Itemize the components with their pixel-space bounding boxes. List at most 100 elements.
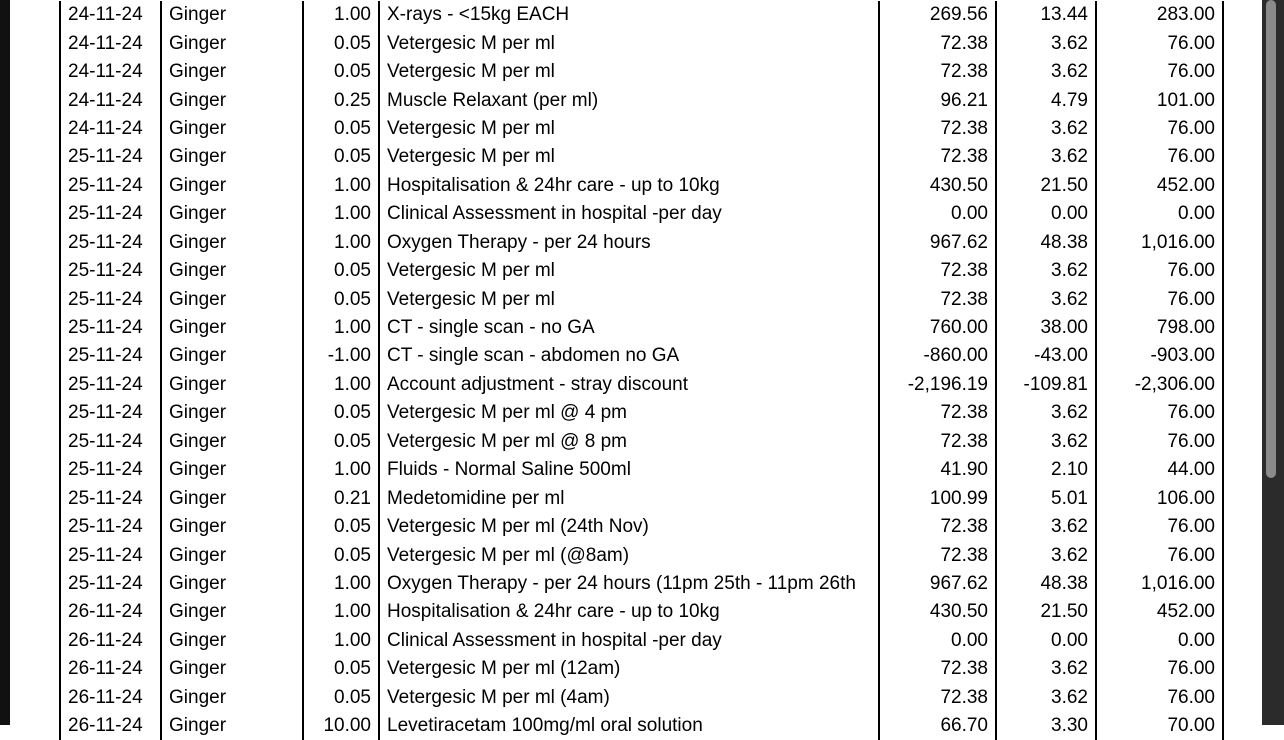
- tax-cell: 3.30: [995, 711, 1097, 740]
- description-cell: Vetergesic M per ml: [378, 143, 880, 172]
- date-cell: 24-11-24: [59, 86, 162, 115]
- description-cell: Vetergesic M per ml (@8am): [378, 541, 880, 570]
- date-cell: 26-11-24: [59, 683, 162, 712]
- patient-cell: Ginger: [160, 86, 304, 115]
- quantity-cell: 1.00: [302, 370, 380, 400]
- amount-cell: -860.00: [878, 342, 997, 371]
- total-cell: 1,016.00: [1095, 569, 1224, 599]
- tax-cell: 3.62: [995, 114, 1097, 144]
- description-cell: Medetomidine per ml: [378, 484, 880, 513]
- table-row: 25-11-24 Ginger 1.00 Fluids - Normal Saline…: [59, 456, 1224, 485]
- date-cell: 25-11-24: [59, 484, 162, 513]
- table-row: 25-11-24 Ginger 1.00 Oxygen Therapy - per 2…: [59, 569, 1224, 599]
- date-cell: 24-11-24: [59, 57, 162, 87]
- description-cell: Vetergesic M per ml: [378, 29, 880, 58]
- table-row: 26-11-24 Ginger 1.00 Hospitalisation & 24hr…: [59, 598, 1224, 627]
- tax-cell: 0.00: [995, 626, 1097, 656]
- patient-cell: Ginger: [160, 370, 304, 400]
- table-row: 25-11-24 Ginger 0.05 Vetergesic M per ml @ …: [59, 427, 1224, 456]
- invoice-sheet: 24-11-24 Ginger 1.00 X-rays - <15kg EACH 269…: [59, 1, 1224, 740]
- patient-cell: Ginger: [160, 29, 304, 58]
- scrollbar-thumb[interactable]: [1266, 0, 1276, 478]
- patient-cell: Ginger: [160, 285, 304, 314]
- tax-cell: 3.62: [995, 29, 1097, 58]
- quantity-cell: 0.05: [302, 57, 380, 87]
- date-cell: 24-11-24: [59, 1, 162, 30]
- table-row: 25-11-24 Ginger 1.00 Hospitalisation & 24hr…: [59, 171, 1224, 201]
- table-row: 24-11-24 Ginger 0.05 Vetergesic M per ml 72.…: [59, 114, 1224, 144]
- patient-cell: Ginger: [160, 427, 304, 456]
- quantity-cell: 1.00: [302, 171, 380, 201]
- tax-cell: 5.01: [995, 484, 1097, 513]
- table-row: 24-11-24 Ginger 0.05 Vetergesic M per ml 72.…: [59, 29, 1224, 58]
- description-cell: CT - single scan - abdomen no GA: [378, 342, 880, 371]
- date-cell: 25-11-24: [59, 456, 162, 485]
- amount-cell: 967.62: [878, 228, 997, 257]
- date-cell: 26-11-24: [59, 711, 162, 740]
- quantity-cell: 1.00: [302, 598, 380, 627]
- date-cell: 24-11-24: [59, 29, 162, 58]
- description-cell: Vetergesic M per ml (24th Nov): [378, 512, 880, 542]
- date-cell: 25-11-24: [59, 512, 162, 542]
- quantity-cell: 1.00: [302, 569, 380, 599]
- date-cell: 26-11-24: [59, 598, 162, 627]
- patient-cell: Ginger: [160, 569, 304, 599]
- tax-cell: 3.62: [995, 541, 1097, 570]
- total-cell: 44.00: [1095, 456, 1224, 485]
- quantity-cell: 0.05: [302, 143, 380, 172]
- amount-cell: 430.50: [878, 171, 997, 201]
- patient-cell: Ginger: [160, 1, 304, 30]
- patient-cell: Ginger: [160, 711, 304, 740]
- patient-cell: Ginger: [160, 512, 304, 542]
- table-row: 26-11-24 Ginger 0.05 Vetergesic M per ml (1…: [59, 655, 1224, 684]
- amount-cell: 72.38: [878, 114, 997, 144]
- description-cell: Oxygen Therapy - per 24 hours (11pm 25th…: [378, 569, 880, 599]
- quantity-cell: 0.05: [302, 541, 380, 570]
- description-cell: Vetergesic M per ml (4am): [378, 683, 880, 712]
- quantity-cell: 0.05: [302, 683, 380, 712]
- amount-cell: 41.90: [878, 456, 997, 485]
- total-cell: 0.00: [1095, 200, 1224, 229]
- table-row: 24-11-24 Ginger 0.05 Vetergesic M per ml 72.…: [59, 57, 1224, 87]
- tax-cell: 3.62: [995, 399, 1097, 428]
- date-cell: 25-11-24: [59, 143, 162, 172]
- quantity-cell: -1.00: [302, 342, 380, 371]
- tax-cell: 48.38: [995, 569, 1097, 599]
- patient-cell: Ginger: [160, 456, 304, 485]
- amount-cell: 66.70: [878, 711, 997, 740]
- amount-cell: 96.21: [878, 86, 997, 115]
- table-row: 25-11-24 Ginger 1.00 CT - single scan - no …: [59, 313, 1224, 343]
- tax-cell: 21.50: [995, 171, 1097, 201]
- description-cell: Account adjustment - stray discount: [378, 370, 880, 400]
- quantity-cell: 0.05: [302, 655, 380, 684]
- total-cell: 101.00: [1095, 86, 1224, 115]
- total-cell: 0.00: [1095, 626, 1224, 656]
- date-cell: 25-11-24: [59, 541, 162, 570]
- total-cell: 106.00: [1095, 484, 1224, 513]
- quantity-cell: 0.21: [302, 484, 380, 513]
- total-cell: -2,306.00: [1095, 370, 1224, 400]
- description-cell: Levetiracetam 100mg/ml oral solution: [378, 711, 880, 740]
- patient-cell: Ginger: [160, 598, 304, 627]
- amount-cell: 72.38: [878, 655, 997, 684]
- patient-cell: Ginger: [160, 655, 304, 684]
- quantity-cell: 0.05: [302, 399, 380, 428]
- table-row: 24-11-24 Ginger 1.00 X-rays - <15kg EACH 269…: [59, 1, 1224, 30]
- total-cell: 76.00: [1095, 256, 1224, 286]
- table-row: 25-11-24 Ginger -1.00 CT - single scan - ab…: [59, 342, 1224, 371]
- total-cell: 76.00: [1095, 541, 1224, 570]
- quantity-cell: 0.05: [302, 285, 380, 314]
- amount-cell: 430.50: [878, 598, 997, 627]
- date-cell: 25-11-24: [59, 370, 162, 400]
- total-cell: 76.00: [1095, 683, 1224, 712]
- amount-cell: 72.38: [878, 57, 997, 87]
- screen-edge: [0, 0, 10, 725]
- quantity-cell: 1.00: [302, 626, 380, 656]
- amount-cell: 72.38: [878, 399, 997, 428]
- quantity-cell: 0.05: [302, 114, 380, 144]
- date-cell: 25-11-24: [59, 313, 162, 343]
- date-cell: 24-11-24: [59, 114, 162, 144]
- total-cell: 76.00: [1095, 114, 1224, 144]
- patient-cell: Ginger: [160, 626, 304, 656]
